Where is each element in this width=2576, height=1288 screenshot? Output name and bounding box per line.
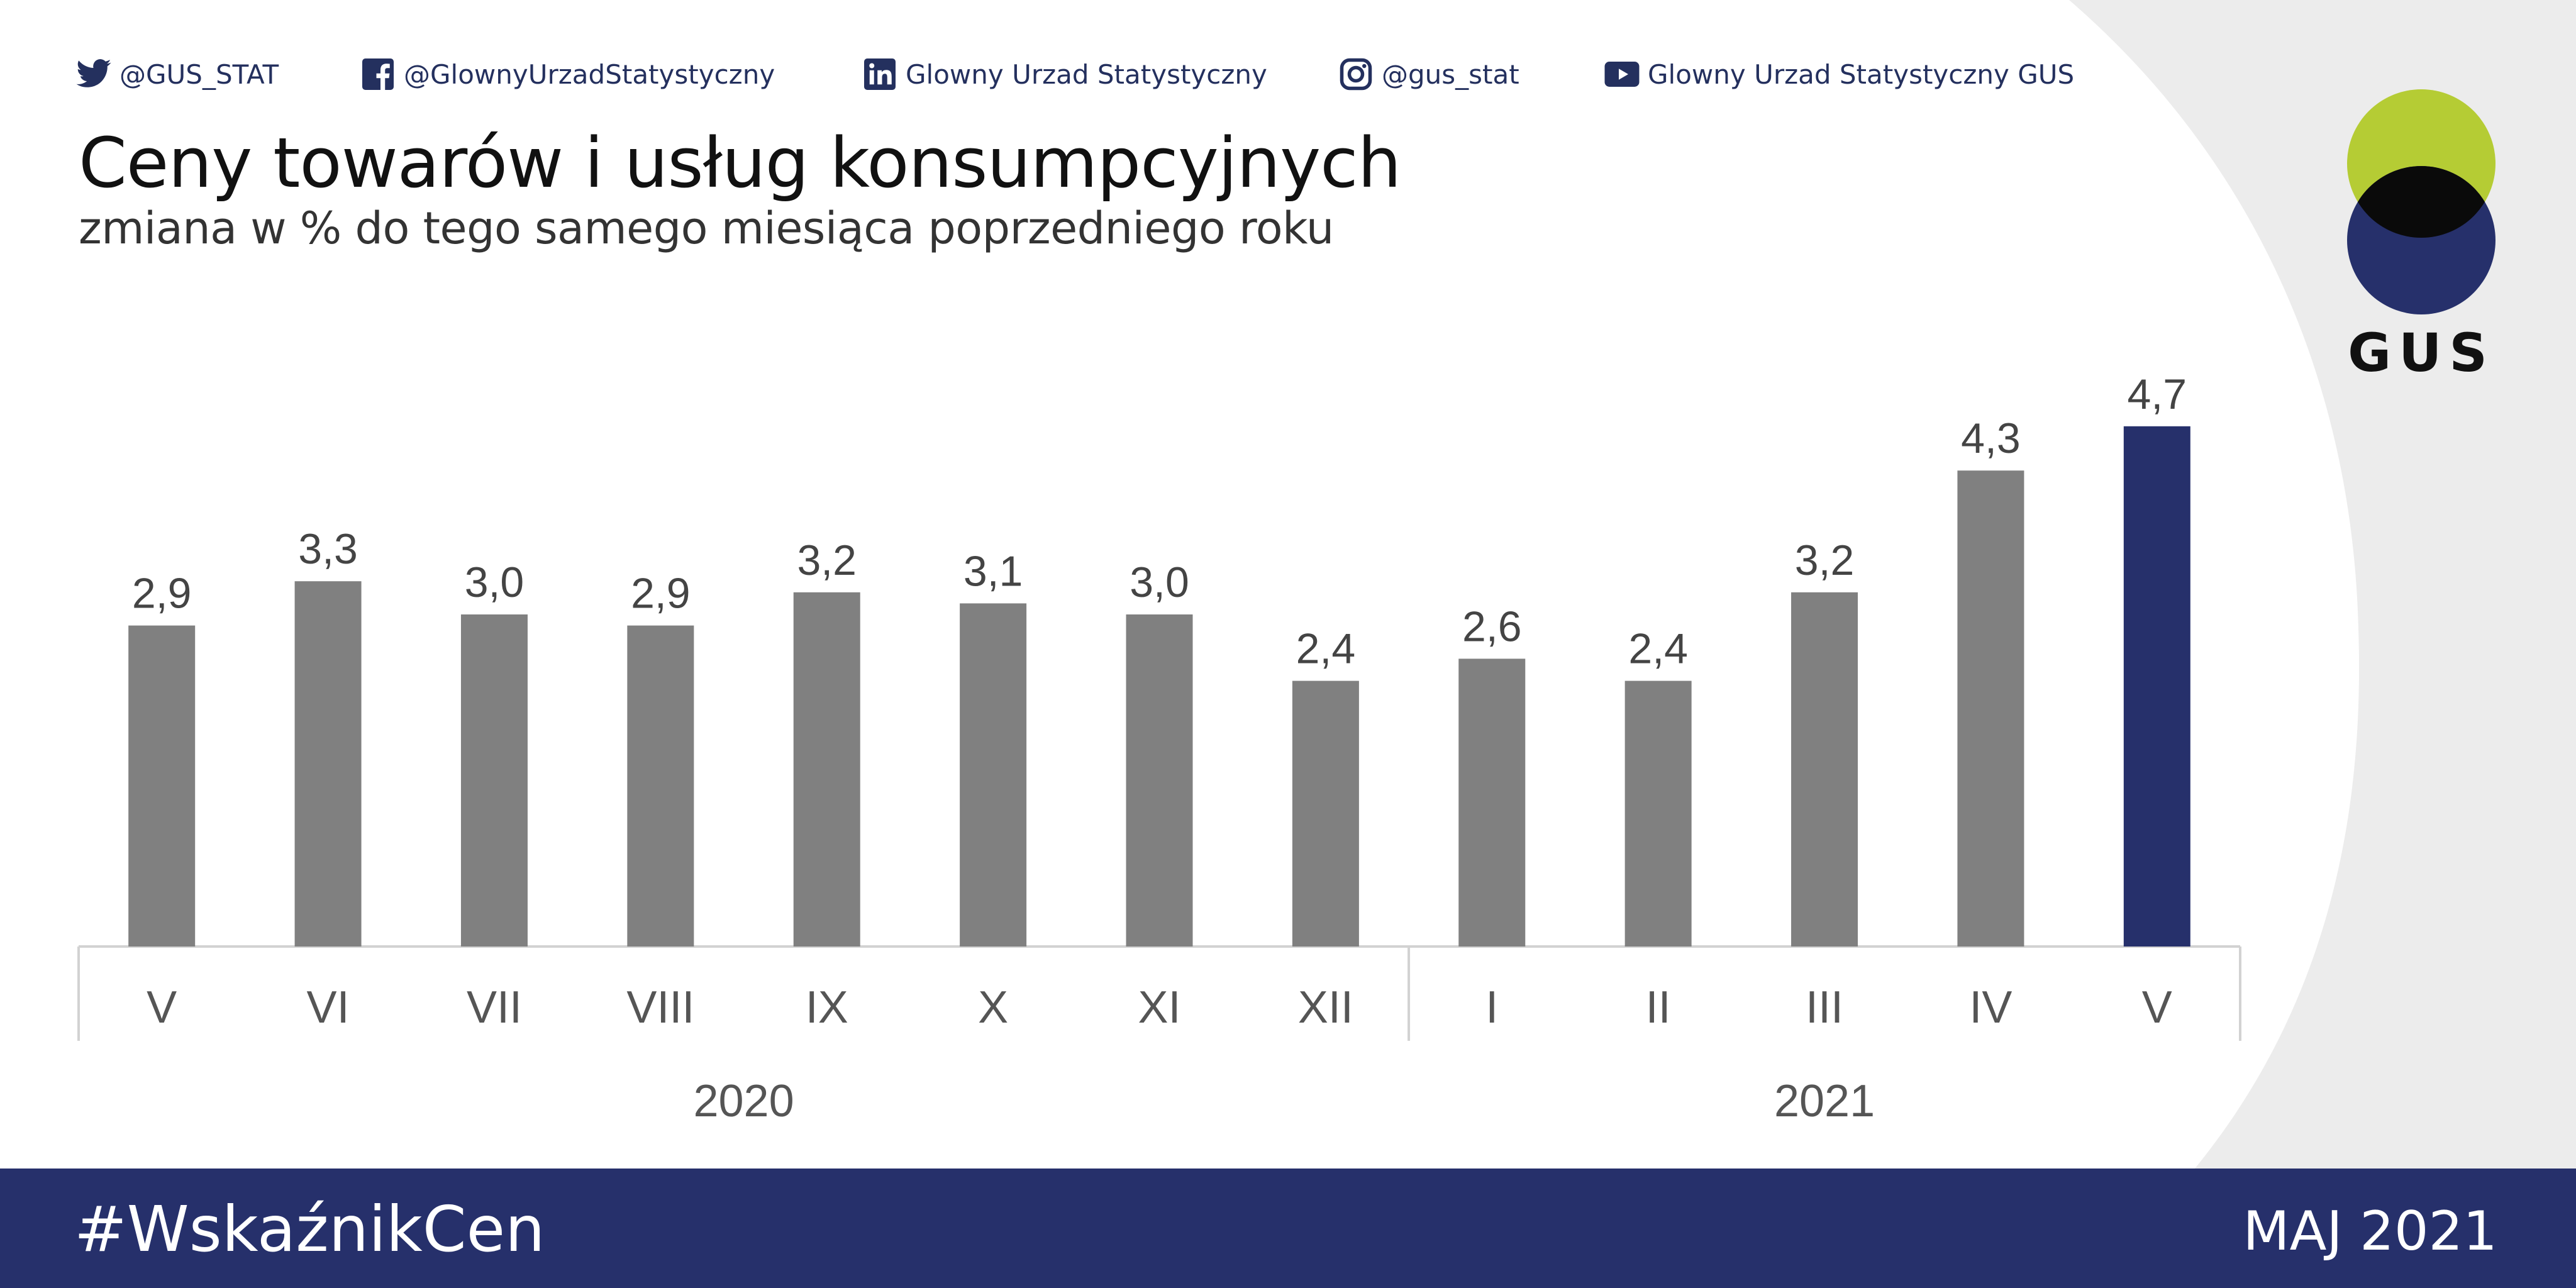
social-youtube[interactable]: Glowny Urzad Statystyczny GUS bbox=[1602, 55, 2074, 93]
data-label: 2,9 bbox=[631, 570, 691, 618]
bar bbox=[960, 603, 1027, 947]
social-linkedin[interactable]: Glowny Urzad Statystyczny bbox=[860, 55, 1267, 93]
bar bbox=[2123, 426, 2190, 947]
youtube-channel: Glowny Urzad Statystyczny GUS bbox=[1648, 58, 2075, 90]
instagram-handle: @gus_stat bbox=[1382, 58, 1519, 90]
footer-hashtag[interactable]: #WskaźnikCen bbox=[74, 1192, 545, 1266]
data-label: 2,9 bbox=[132, 570, 192, 618]
category-label: IV bbox=[1969, 982, 2012, 1033]
chart-title: Ceny towarów i usług konsumpcyjnych bbox=[79, 123, 1401, 203]
category-label: I bbox=[1485, 982, 1498, 1033]
logo-overlap bbox=[2347, 166, 2496, 238]
category-label: X bbox=[978, 982, 1008, 1033]
linkedin-icon bbox=[864, 58, 896, 90]
footer-date: MAJ 2021 bbox=[2243, 1200, 2497, 1263]
bar bbox=[128, 625, 196, 947]
bar bbox=[294, 581, 362, 947]
category-label: VII bbox=[467, 982, 522, 1033]
data-label: 4,3 bbox=[1961, 414, 2021, 462]
category-label: VI bbox=[307, 982, 350, 1033]
social-facebook[interactable]: @GlownyUrzadStatystyczny bbox=[358, 55, 775, 93]
year-label: 2021 bbox=[1774, 1076, 1875, 1126]
data-label: 3,0 bbox=[465, 558, 525, 606]
category-label: II bbox=[1646, 982, 1671, 1033]
twitter-handle: @GUS_STAT bbox=[119, 58, 279, 90]
year-label: 2020 bbox=[693, 1076, 794, 1126]
bar bbox=[1624, 680, 1692, 947]
bar bbox=[460, 614, 528, 947]
data-label: 3,0 bbox=[1130, 558, 1189, 606]
gus-logo: GUS bbox=[2347, 89, 2496, 384]
data-label: 4,7 bbox=[2128, 370, 2187, 418]
linkedin-name: Glowny Urzad Statystyczny bbox=[906, 58, 1267, 90]
youtube-icon bbox=[1604, 62, 1640, 87]
bar bbox=[627, 625, 694, 947]
social-twitter[interactable]: @GUS_STAT bbox=[74, 55, 279, 93]
facebook-handle: @GlownyUrzadStatystyczny bbox=[404, 58, 775, 90]
data-label: 3,1 bbox=[963, 547, 1023, 595]
bar bbox=[793, 592, 860, 947]
bar bbox=[1292, 680, 1359, 947]
instagram-icon bbox=[1340, 58, 1372, 91]
category-label: VIII bbox=[626, 982, 694, 1033]
data-label: 2,4 bbox=[1628, 625, 1688, 673]
data-label: 3,2 bbox=[797, 536, 857, 584]
data-label: 3,3 bbox=[298, 525, 358, 573]
data-label: 3,2 bbox=[1795, 536, 1855, 584]
bar bbox=[1126, 614, 1193, 947]
data-label: 2,6 bbox=[1462, 602, 1522, 650]
category-label: IX bbox=[806, 982, 848, 1033]
bar bbox=[1791, 592, 1858, 947]
facebook-icon bbox=[362, 58, 394, 90]
category-label: V bbox=[2142, 982, 2172, 1033]
logo-text: GUS bbox=[2348, 322, 2495, 384]
twitter-bird-icon bbox=[76, 59, 111, 87]
category-label: V bbox=[147, 982, 177, 1033]
category-label: III bbox=[1806, 982, 1843, 1033]
chart-subtitle: zmiana w % do tego samego miesiąca poprz… bbox=[79, 203, 1334, 254]
category-label: XI bbox=[1138, 982, 1180, 1033]
data-label: 2,4 bbox=[1296, 625, 1356, 673]
footer-bar: #WskaźnikCen MAJ 2021 bbox=[0, 1169, 2576, 1288]
category-label: XII bbox=[1298, 982, 1353, 1033]
bar bbox=[1957, 470, 2024, 947]
social-instagram[interactable]: @gus_stat bbox=[1336, 55, 1519, 93]
bar bbox=[1458, 658, 1526, 947]
